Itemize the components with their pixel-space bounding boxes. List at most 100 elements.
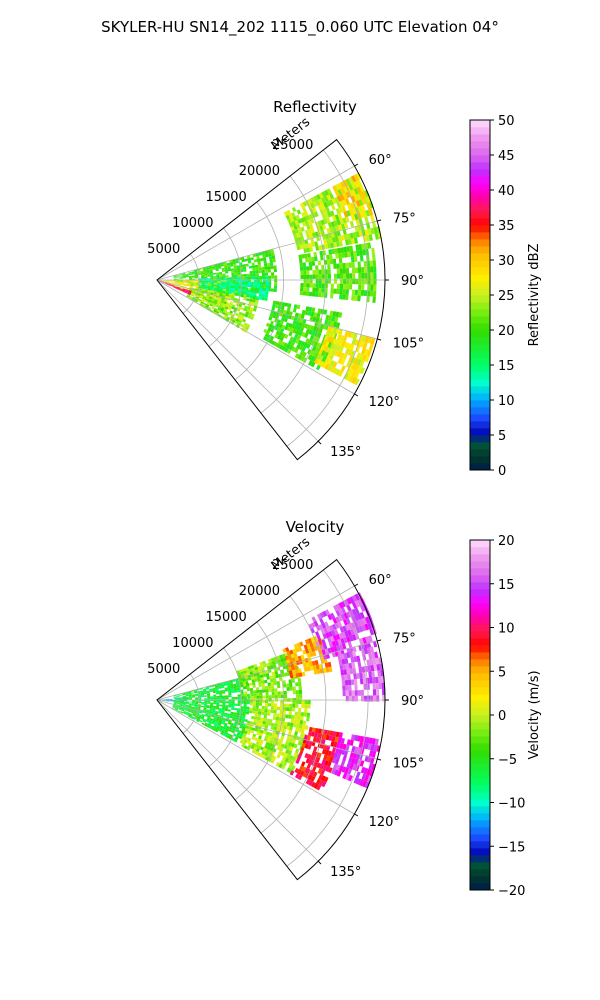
data-cell [205,304,210,307]
data-cell [273,265,277,269]
data-cell [172,706,176,708]
data-cell [348,362,354,369]
data-cell [251,313,255,318]
data-cell [215,267,219,270]
data-cell [333,628,339,635]
data-cell [279,320,284,325]
data-cell [269,262,274,267]
data-cell [179,278,183,280]
data-cell [283,721,288,726]
data-cell [201,290,205,293]
colorbar-swatch [470,281,490,289]
data-cell [241,281,245,285]
data-cell [336,742,341,749]
data-cell [246,706,250,710]
data-cell [262,291,266,295]
data-cell [297,218,302,224]
range-ring [182,253,200,314]
data-cell [212,710,216,713]
colorbar-swatch [470,876,490,884]
data-cell [370,278,374,285]
data-cell [264,269,268,273]
data-cell [327,358,333,365]
data-cell [252,702,256,706]
data-cell [315,245,320,251]
data-cell [208,722,212,726]
data-cell [353,656,358,663]
data-cell [294,665,298,670]
data-cell [315,283,319,288]
data-cell [186,712,190,715]
data-cell [212,305,216,308]
data-cell [247,284,251,288]
data-cell [335,603,341,610]
data-cell [361,198,367,205]
data-cell [338,258,343,264]
data-cell [356,352,361,360]
data-cell [250,696,254,699]
data-cell [179,274,183,276]
colorbar-swatch [470,645,490,653]
data-cell [231,730,235,734]
data-cell [192,714,196,717]
data-cell [314,256,318,262]
data-cell [239,740,244,744]
data-cell [291,665,295,671]
data-cell [207,695,211,697]
data-cell [180,709,184,712]
data-cell [327,264,331,270]
colorbar-swatch [470,610,490,618]
data-cell [271,691,275,696]
data-cell [303,712,308,717]
data-cell [351,662,356,669]
data-cell [232,283,236,286]
data-cell [306,643,311,649]
data-cell [220,264,225,267]
data-cell [312,283,316,288]
data-cell [223,683,228,686]
data-cell [291,229,297,235]
data-cell [347,774,353,782]
data-cell [221,269,226,272]
data-cell [185,697,189,699]
data-cell [328,348,334,354]
data-cell [293,743,298,749]
data-cell [179,276,183,278]
data-cell [190,709,194,712]
data-cell [230,688,235,691]
data-cell [265,673,270,677]
data-cell [351,214,356,221]
data-cell [350,332,355,339]
data-cell [299,720,304,725]
data-cell [212,303,217,307]
data-cell [300,226,305,232]
data-cell [306,234,311,240]
colorbar-tick-label: 45 [498,149,515,164]
data-cell [372,677,376,684]
data-cell [213,694,217,697]
data-cell [277,723,281,728]
data-cell [327,647,332,654]
data-cell [219,692,223,695]
data-cell [271,703,275,707]
data-cell [316,353,321,360]
data-cell [356,655,361,662]
data-cell [306,666,311,672]
data-cell [338,340,343,347]
data-cell [243,673,248,677]
data-cell [327,365,333,372]
data-cell [210,292,214,295]
data-cell [188,694,192,697]
colorbar-swatch [470,246,490,254]
data-cell [207,290,211,293]
data-cell [228,690,232,694]
data-cell [372,260,377,267]
data-cell [324,621,329,628]
data-cell [231,270,235,273]
data-cell [343,278,347,284]
data-cell [341,631,347,639]
data-cell [294,325,299,330]
data-cell [320,229,325,236]
data-cell [222,695,226,698]
data-cell [365,209,371,217]
